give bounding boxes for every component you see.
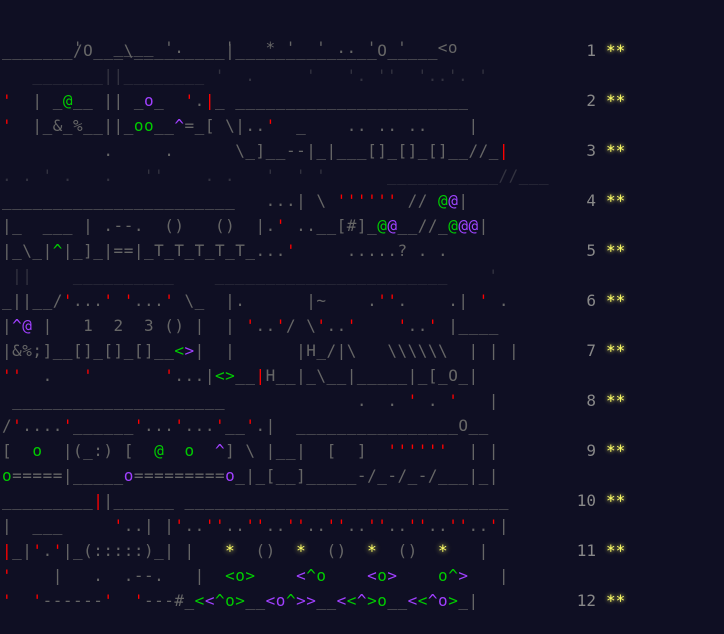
filler-row-11: ' | . .--. | <o> <^o <o> o^> | (2, 565, 509, 587)
day-row-2[interactable]: ' | _@__ || _o_ '.|_ ___________________… (2, 90, 468, 112)
day-row-5[interactable]: |_\_|^|_]_|==|_T_T_T_T_T_...' .....? . . (2, 240, 448, 262)
day-stars-12: ** (606, 590, 625, 612)
day-art-3: ' |_&_%__||_oo__^=_[ \|..' _ .. .. .. | (2, 116, 479, 135)
day-stars-11: ** (606, 540, 625, 562)
day-art-10: _________||______ ______________________… (2, 491, 509, 510)
filler-row-10: | ___ '..| |'..''..''..''..''..''..''..'… (2, 515, 509, 537)
day-number-3[interactable]: 3 (560, 140, 596, 162)
day-number-9[interactable]: 9 (560, 440, 596, 462)
filler-row-4: |_ ___ | .--. () () |.' ..__[#]_@@__//_@… (2, 215, 489, 237)
filler-row-6: |^@ | 1 2 3 () | | '..'/ \'..' '..' |___… (2, 315, 499, 337)
day-art-7: |&%;]__[]_[]_[]__<>| | |H_/|\ \\\\\\ | |… (2, 341, 519, 360)
day-row-10[interactable]: _________||______ ______________________… (2, 490, 509, 512)
day-row-4[interactable]: _______________________ ...| \ '''''' //… (2, 190, 468, 212)
filler-row-7: '' . ' '...|<>__|H__|_\__|_____|_[_O_| (2, 365, 479, 387)
filler-art-5: || __________ _______________________ ' (2, 266, 499, 285)
day-stars-1: ** (606, 40, 625, 62)
filler-art-9: o=====|_____o=========o_|_[__]_____-/_-/… (2, 466, 499, 485)
day-row-6[interactable]: _||__/'...' '...' \_ |. |~ .''. .| ' . (2, 290, 509, 312)
day-number-4[interactable]: 4 (560, 190, 596, 212)
day-row-7[interactable]: |&%;]__[]_[]_[]__<>| | |H_/|\ \\\\\\ | |… (2, 340, 519, 362)
filler-row-3: . . ' . . '' . . ' ' ' ___________//___ (2, 165, 549, 187)
filler-art-1: _______||________ ' . ' '. '' '..'. ' (2, 66, 488, 85)
filler-row-5: || __________ _______________________ ' (2, 265, 499, 287)
day-art-8: _____________________ . . ' . ' | (2, 391, 499, 410)
filler-art-10: | ___ '..| |'..''..''..''..''..''..''..'… (2, 516, 509, 535)
day-number-7[interactable]: 7 (560, 340, 596, 362)
filler-art-8: /'....'______'...'...'__'.| ____________… (2, 416, 489, 435)
day-stars-4: ** (606, 190, 625, 212)
day-art-11: |_|'.'|_(:::::)_| | * () * () * () * | (2, 541, 489, 560)
day-row-3[interactable]: ' |_&_%__||_oo__^=_[ \|..' _ .. .. .. | (2, 115, 479, 137)
day-stars-5: ** (606, 240, 625, 262)
filler-art-7: '' . ' '...|<>__|H__|_\__|_____|_[_O_| (2, 366, 479, 385)
day-number-8[interactable]: 8 (560, 390, 596, 412)
day-number-6[interactable]: 6 (560, 290, 596, 312)
day-stars-10: ** (606, 490, 625, 512)
day-art-6: _||__/'...' '...' \_ |. |~ .''. .| ' . (2, 291, 509, 310)
day-stars-6: ** (606, 290, 625, 312)
day-row-12[interactable]: ' '------' '---#_<<^o>__<o^>>__<<^>o__<<… (2, 590, 479, 612)
day-art-1: _______/O___\_________|______________O__… (2, 41, 438, 60)
filler-art-4: |_ ___ | .--. () () |.' ..__[#]_@@__//_@… (2, 216, 489, 235)
filler-row-1: _______||________ ' . ' '. '' '..'. ' (2, 65, 488, 87)
day-stars-9: ** (606, 440, 625, 462)
day-number-11[interactable]: 11 (560, 540, 596, 562)
day-number-1[interactable]: 1 (560, 40, 596, 62)
filler-row-9: o=====|_____o=========o_|_[__]_____-/_-/… (2, 465, 499, 487)
day-stars-2: ** (606, 90, 625, 112)
day-art-5: |_\_|^|_]_|==|_T_T_T_T_T_...' .....? . . (2, 241, 448, 260)
filler-row-2: . . \_]__--|_|___[]_[]_[]__//_| (2, 140, 509, 162)
day-number-10[interactable]: 10 (560, 490, 596, 512)
filler-art-2: . . \_]__--|_|___[]_[]_[]__//_| (2, 141, 509, 160)
filler-art-3: . . ' . . '' . . ' ' ' ___________//___ (2, 166, 549, 185)
day-stars-7: ** (606, 340, 625, 362)
day-number-5[interactable]: 5 (560, 240, 596, 262)
calendar-top-line: ' ____ '. ' * ' ' .. ' ' <o (2, 15, 458, 37)
day-art-12: ' '------' '---#_<<^o>__<o^>>__<<^>o__<<… (2, 591, 479, 610)
day-stars-3: ** (606, 140, 625, 162)
day-row-8[interactable]: _____________________ . . ' . ' | (2, 390, 499, 412)
day-art-4: _______________________ ...| \ '''''' //… (2, 191, 468, 210)
day-number-12[interactable]: 12 (560, 590, 596, 612)
day-row-11[interactable]: |_|'.'|_(:::::)_| | * () * () * () * | (2, 540, 489, 562)
filler-art-11: ' | . .--. | <o> <^o <o> o^> | (2, 566, 509, 585)
day-stars-8: ** (606, 390, 625, 412)
filler-art-6: |^@ | 1 2 3 () | | '..'/ \'..' '..' |___… (2, 316, 499, 335)
day-art-9: [ o |(_:) [ @ o ^] \ |__| [ ] '''''' | | (2, 441, 499, 460)
filler-row-8: /'....'______'...'...'__'.| ____________… (2, 415, 489, 437)
day-row-9[interactable]: [ o |(_:) [ @ o ^] \ |__| [ ] '''''' | | (2, 440, 499, 462)
day-art-2: ' | _@__ || _o_ '.|_ ___________________… (2, 91, 468, 110)
day-row-1[interactable]: _______/O___\_________|______________O__… (2, 40, 438, 62)
day-number-2[interactable]: 2 (560, 90, 596, 112)
